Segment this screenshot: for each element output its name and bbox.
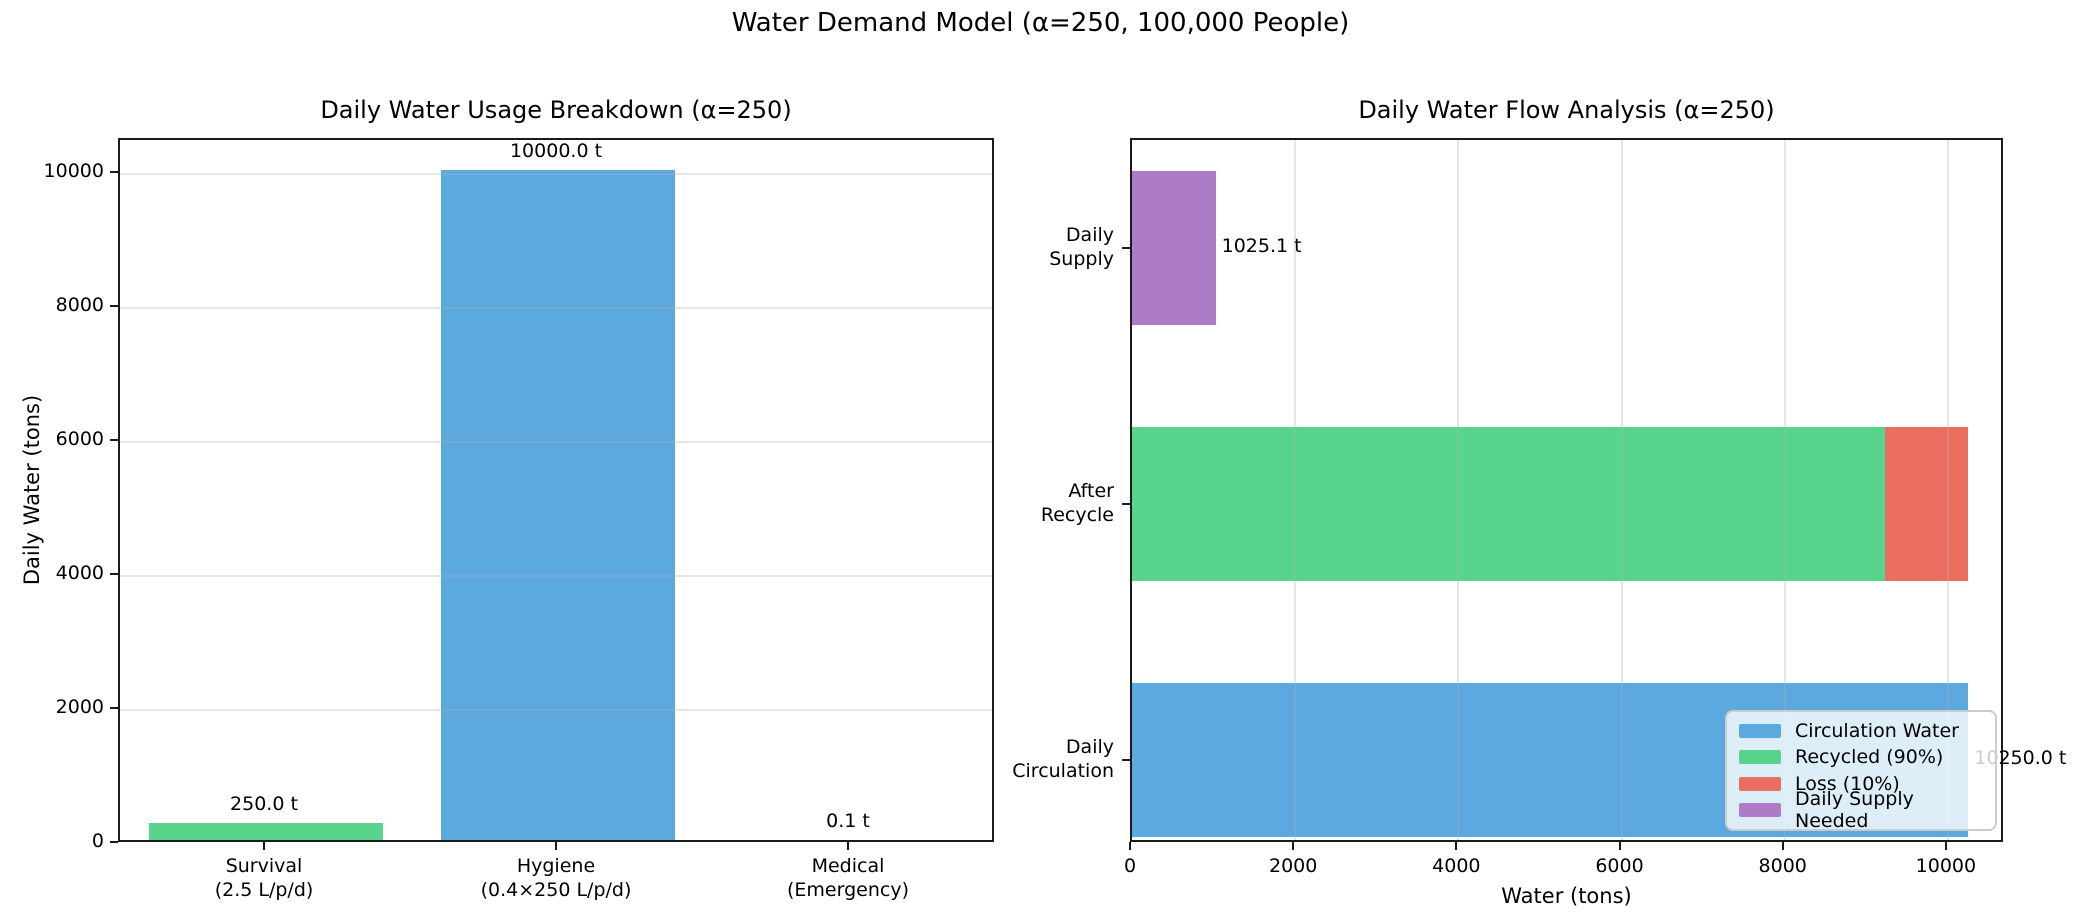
x-tick-mark [555,842,557,850]
x-tick-label: 10000 [1915,855,1977,877]
x-tick-mark [1618,842,1621,850]
bar-value-label: 10000.0 t [509,139,603,162]
x-tick-mark [1455,842,1458,850]
bar-value-label: 250.0 t [230,793,298,816]
left-plot-area [118,138,994,842]
legend-swatch [1739,776,1781,791]
gridline-y [120,574,992,577]
segment-daily-supply-needed [1132,171,1216,325]
y-tick-mark [1122,247,1130,250]
right-chart-title: Daily Water Flow Analysis (α=250) [1358,96,1775,124]
segment-loss-10- [1884,427,1969,581]
x-tick-label: 8000 [1758,855,1807,877]
y-tick-label: Daily Supply [1049,224,1114,271]
gridline-x [1457,140,1460,840]
x-tick-label: Hygiene (0.4×250 L/p/d) [480,855,632,902]
y-tick-label: After Recycle [1040,480,1114,527]
legend: Circulation Water Recycled (90%) Loss (10%… [1725,710,1997,832]
x-tick-mark [1781,842,1784,850]
gridline-x [1294,140,1297,840]
y-tick-label: 4000 [55,561,104,584]
y-tick-mark [110,438,118,441]
y-tick-mark [1122,759,1130,762]
y-tick-mark [110,170,118,173]
legend-item-label: Recycled (90%) [1795,746,1944,769]
y-tick-mark [110,304,118,307]
gridline-x [1783,140,1786,840]
x-tick-label: 2000 [1268,855,1318,877]
gridline-y [120,172,992,175]
x-tick-mark [263,842,265,850]
legend-item-label: Loss (10%) [1795,772,1900,795]
x-tick-mark [1944,842,1947,850]
gridline-x [1620,140,1623,840]
legend-swatch [1739,750,1781,765]
figure-title: Water Demand Model (α=250, 100,000 Peopl… [731,8,1350,38]
x-tick-label: 0 [1123,855,1137,877]
bar-value-label: 1025.1 t [1221,235,1302,258]
bar-value-label: 10250.0 t [1974,747,2067,770]
x-tick-label: Medical (Emergency) [787,855,909,902]
y-tick-label: 0 [91,830,104,852]
gridline-x [1946,140,1949,840]
legend-item: Loss (10%) [1739,773,1983,795]
legend-item-label: Circulation Water [1795,720,1959,742]
x-tick-mark [1292,842,1295,850]
segment-recycled-90- [1132,427,1885,581]
bar-value-label: 0.1 t [826,809,870,832]
y-tick-mark [110,706,118,709]
x-tick-label: Survival (2.5 L/p/d) [214,855,314,902]
y-tick-label: 10000 [43,159,104,182]
legend-swatch [1739,802,1781,817]
gridline-y [120,708,992,711]
x-tick-mark [1129,842,1131,850]
legend-item-label: Daily Supply Needed [1795,787,1914,832]
y-tick-mark [1122,503,1130,506]
legend-item: Daily Supply Needed [1739,788,1983,832]
x-tick-label: 6000 [1595,855,1644,877]
legend-item: Circulation Water [1739,720,1983,742]
y-tick-label: 6000 [55,427,104,450]
y-tick-mark [110,572,118,575]
gridline-y [120,440,992,443]
x-tick-label: 4000 [1432,855,1481,877]
y-tick-mark [110,841,118,843]
legend-item: Recycled (90%) [1739,746,1983,768]
y-tick-label: Daily Circulation [1012,736,1114,783]
x-tick-mark [847,842,849,850]
right-chart-xlabel: Water (tons) [1501,884,1632,908]
y-tick-label: 8000 [55,293,104,316]
legend-swatch [1739,724,1781,738]
left-chart-title: Daily Water Usage Breakdown (α=250) [320,96,792,124]
bar-survival [149,823,383,840]
bar-hygiene [441,169,675,840]
y-tick-label: 2000 [55,695,104,718]
left-chart-ylabel: Daily Water (tons) [20,394,44,586]
gridline-y [120,306,992,309]
